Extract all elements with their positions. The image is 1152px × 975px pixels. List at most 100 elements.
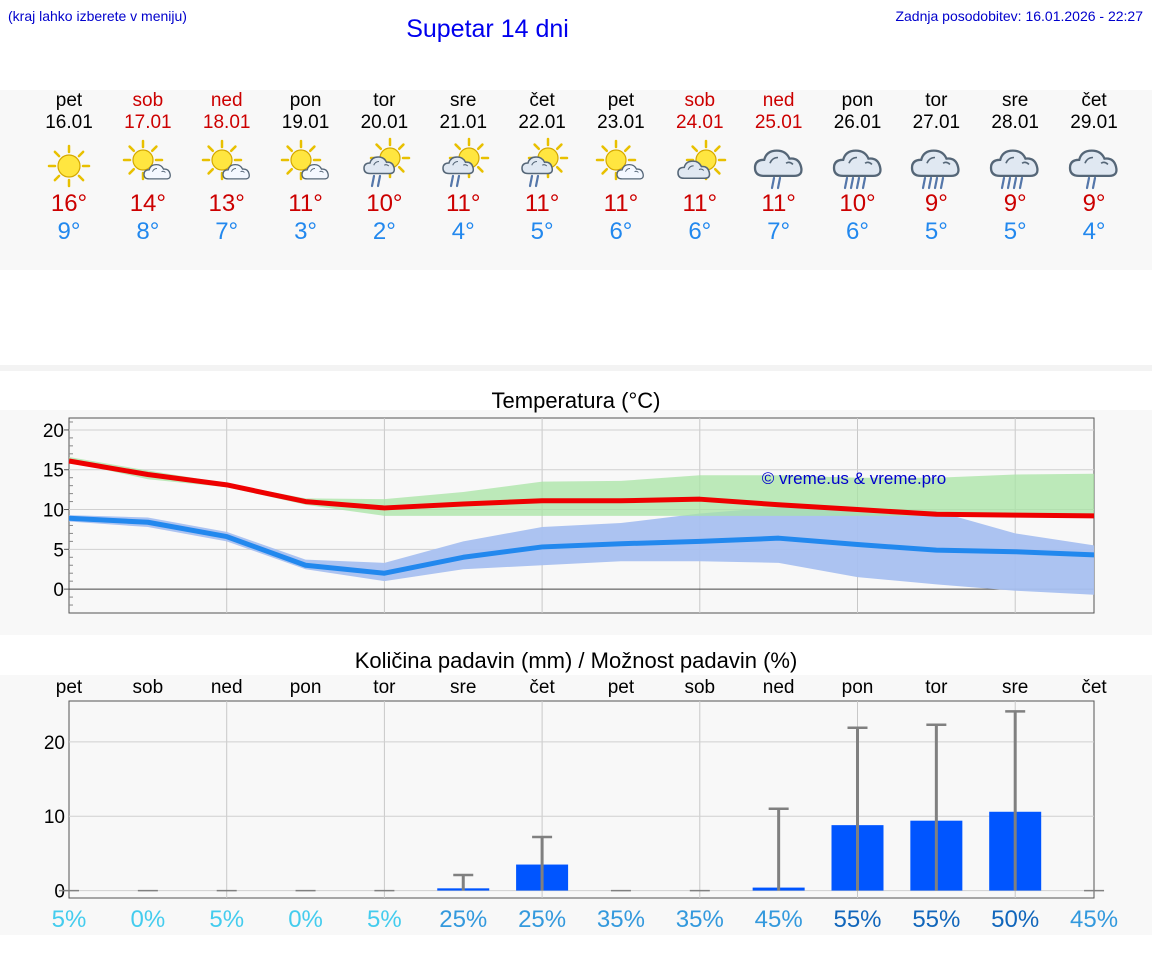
temperature-chart: 0 5 10 15 20 © vreme.us & vreme.pro [43, 417, 1095, 614]
day-date: 28.01 [991, 112, 1039, 133]
x-category-label: tor [925, 677, 948, 698]
sun-rain-icon [503, 136, 581, 196]
day-column: sob 24.01 11° 6° [661, 90, 739, 246]
day-name: sob [684, 90, 716, 111]
precipitation-probability: 35% [676, 906, 724, 933]
copyright-text: © vreme.us & vreme.pro [762, 469, 946, 488]
precipitation-probability: 0% [288, 906, 323, 933]
min-temperature-line [68, 515, 1095, 576]
day-name: pon [841, 90, 874, 111]
x-category-label: čet [1081, 677, 1107, 698]
x-category-label: pon [842, 677, 874, 698]
cloud-heavy-rain-icon [897, 136, 975, 196]
max-temperature: 10° [366, 190, 403, 217]
day-date: 18.01 [202, 112, 251, 133]
x-category-label: pet [56, 677, 83, 698]
y-tick-label: 15 [43, 461, 64, 482]
max-temperature: 14° [129, 190, 166, 217]
x-category-label: tor [373, 677, 396, 698]
max-temperature: 11° [682, 190, 718, 217]
x-category-label: ned [211, 677, 243, 698]
min-temperature: 9° [57, 218, 81, 245]
min-temperature: 5° [530, 218, 554, 245]
max-temperature: 9° [1082, 190, 1106, 217]
max-temperature: 9° [924, 190, 948, 217]
day-column: čet 29.01 9° 4° [1055, 90, 1133, 246]
cloud-rain-icon [1055, 136, 1133, 196]
day-date: 19.01 [281, 112, 330, 133]
temperature-chart-title: Temperatura (°C) [491, 388, 661, 413]
day-column: pon 26.01 10° 6° [819, 90, 897, 246]
day-column: sre 28.01 9° 5° [976, 90, 1054, 246]
x-category-label: sob [133, 677, 164, 698]
y-tick-label: 10 [44, 807, 65, 828]
day-date: 22.01 [518, 112, 566, 133]
day-name: ned [210, 90, 243, 111]
precipitation-probability: 50% [991, 906, 1039, 933]
day-column: čet 22.01 11° 5° [503, 90, 581, 246]
precipitation-probability: 0% [131, 906, 166, 933]
day-name: tor [373, 90, 396, 111]
precipitation-probability: 45% [755, 906, 803, 933]
day-date: 26.01 [833, 112, 882, 133]
day-date: 24.01 [676, 112, 724, 133]
day-date: 23.01 [597, 112, 645, 133]
day-name: čet [1081, 90, 1107, 111]
day-date: 17.01 [124, 112, 172, 133]
x-category-label: sre [1002, 677, 1028, 698]
x-category-label: čet [529, 677, 555, 698]
sun-cloud-icon [188, 136, 266, 196]
min-temperature: 6° [609, 218, 633, 245]
cloud-rain-icon [740, 136, 818, 196]
day-column: tor 20.01 10° 2° [345, 90, 423, 246]
day-name: pon [289, 90, 322, 111]
max-temperature: 11° [761, 190, 796, 217]
day-name: ned [762, 90, 795, 111]
day-name: sre [450, 90, 477, 111]
cloud-heavy-rain-icon [976, 136, 1054, 196]
day-name: pet [607, 90, 635, 111]
min-temperature: 5° [1003, 218, 1027, 245]
day-column: sre 21.01 11° 4° [424, 90, 502, 246]
day-column: sob 17.01 14° 8° [109, 90, 187, 246]
sun-rain-icon [345, 136, 423, 196]
precipitation-probability: 5% [367, 906, 402, 933]
day-date: 16.01 [45, 112, 93, 133]
min-temperature: 5° [924, 218, 948, 245]
day-name: tor [925, 90, 948, 111]
day-date: 25.01 [754, 112, 803, 133]
cloud-heavy-rain-icon [819, 136, 897, 196]
sun-cloud-icon [109, 136, 187, 196]
day-column: pon 19.01 11° 3° [267, 90, 345, 246]
sun-cloud-icon [267, 136, 345, 196]
day-column: ned 18.01 13° 7° [188, 90, 266, 246]
sun-cloud-icon [582, 136, 660, 196]
forecast-panel [0, 90, 1152, 270]
cloud-sun-icon [661, 136, 739, 196]
min-temperature: 6° [846, 218, 869, 245]
y-tick-label: 5 [53, 540, 64, 561]
precipitation-probability: 25% [518, 906, 566, 933]
min-temperature: 4° [451, 218, 475, 245]
min-temperature-band [69, 507, 1095, 595]
max-temperature-line [68, 458, 1095, 519]
precipitation-chart: 0 10 20 pet 5% sob 0% ned 5% pon 0% tor 5% sre 25% čet 2… [44, 677, 1118, 933]
x-category-label: pet [608, 677, 635, 698]
location-hint[interactable]: (kraj lahko izberete v meniju) [8, 8, 187, 24]
x-category-label: sob [684, 677, 715, 698]
x-category-label: pon [290, 677, 322, 698]
min-temperature: 7° [215, 218, 239, 245]
min-temperature: 7° [767, 218, 791, 245]
max-temperature: 11° [524, 190, 560, 217]
y-tick-label: 0 [54, 882, 65, 903]
day-date: 27.01 [912, 112, 961, 133]
max-temperature: 11° [288, 190, 323, 217]
precipitation-probability: 25% [439, 906, 487, 933]
day-column: pet 23.01 11° 6° [582, 90, 660, 246]
min-temperature: 4° [1082, 218, 1106, 245]
precipitation-probability: 45% [1070, 906, 1118, 933]
y-tick-label: 0 [53, 580, 64, 601]
min-temperature: 6° [688, 218, 712, 245]
day-column: ned 25.01 11° 7° [740, 90, 818, 246]
y-tick-label: 10 [43, 501, 64, 522]
